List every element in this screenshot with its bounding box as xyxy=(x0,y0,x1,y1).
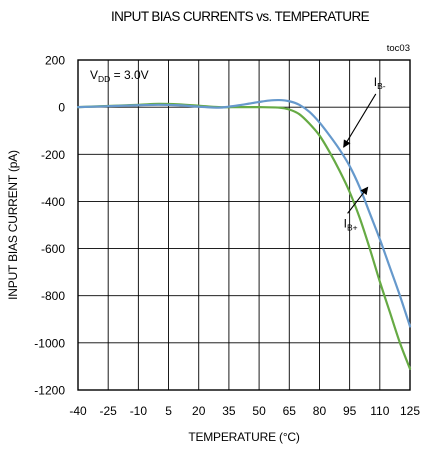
y-tick-label: -400 xyxy=(41,195,65,209)
y-tick-label: -800 xyxy=(41,289,65,303)
chart-title: INPUT BIAS CURRENTS vs. TEMPERATURE xyxy=(111,9,370,24)
annotation-arrow-ib-plus xyxy=(347,186,369,214)
series-layer xyxy=(76,98,412,370)
x-tick-label: 65 xyxy=(283,404,297,418)
y-tick-labels: 200 0 -200 -400 -600 -800 -1000 -1200 xyxy=(34,54,65,398)
series-label-ib-minus: IB- xyxy=(374,75,386,91)
vdd-subscript: DD xyxy=(98,74,110,84)
x-tick-label: 35 xyxy=(222,404,236,418)
x-tick-label: 80 xyxy=(313,404,327,418)
x-tick-label: -25 xyxy=(100,404,118,418)
vdd-condition-label: VDD = 3.0V xyxy=(90,68,149,84)
y-tick-label: 0 xyxy=(58,101,65,115)
x-tick-label: 50 xyxy=(252,404,266,418)
series-label-main: I xyxy=(374,75,377,89)
x-axis-label: TEMPERATURE (°C) xyxy=(188,430,300,444)
x-tick-label: 20 xyxy=(192,404,206,418)
chart-tag: toc03 xyxy=(387,43,410,54)
x-tick-label: -10 xyxy=(130,404,148,418)
series-label-ib-plus: IB+ xyxy=(344,216,358,232)
vdd-value: = 3.0V xyxy=(110,68,148,82)
series-label-subscript: B- xyxy=(377,81,386,91)
x-tick-label: 110 xyxy=(370,404,389,418)
y-axis-label: INPUT BIAS CURRENT (pA) xyxy=(6,150,20,300)
vdd-symbol: V xyxy=(90,68,98,82)
curve-annotations: IB-IB+ xyxy=(343,75,386,232)
series-label-subscript: B+ xyxy=(347,222,358,232)
x-tick-label: 125 xyxy=(400,404,420,418)
plot-grid xyxy=(78,60,410,390)
y-tick-label: -1000 xyxy=(34,336,65,350)
x-tick-labels: -40 -25 -10 5 20 35 50 65 80 95 110 125 xyxy=(69,404,420,418)
plot-frame xyxy=(77,59,411,391)
x-tick-label: 5 xyxy=(165,404,172,418)
annotation-arrow-ib-minus xyxy=(343,93,377,148)
y-tick-label: -200 xyxy=(41,148,65,162)
y-tick-label: -1200 xyxy=(34,384,65,398)
y-tick-label: 200 xyxy=(45,54,65,68)
series-line-ibplus xyxy=(76,102,412,370)
series-label-main: I xyxy=(344,216,347,230)
x-tick-label: 95 xyxy=(343,404,357,418)
series-line-ibminus xyxy=(76,98,412,328)
x-tick-label: -40 xyxy=(69,404,87,418)
y-tick-label: -600 xyxy=(41,242,65,256)
